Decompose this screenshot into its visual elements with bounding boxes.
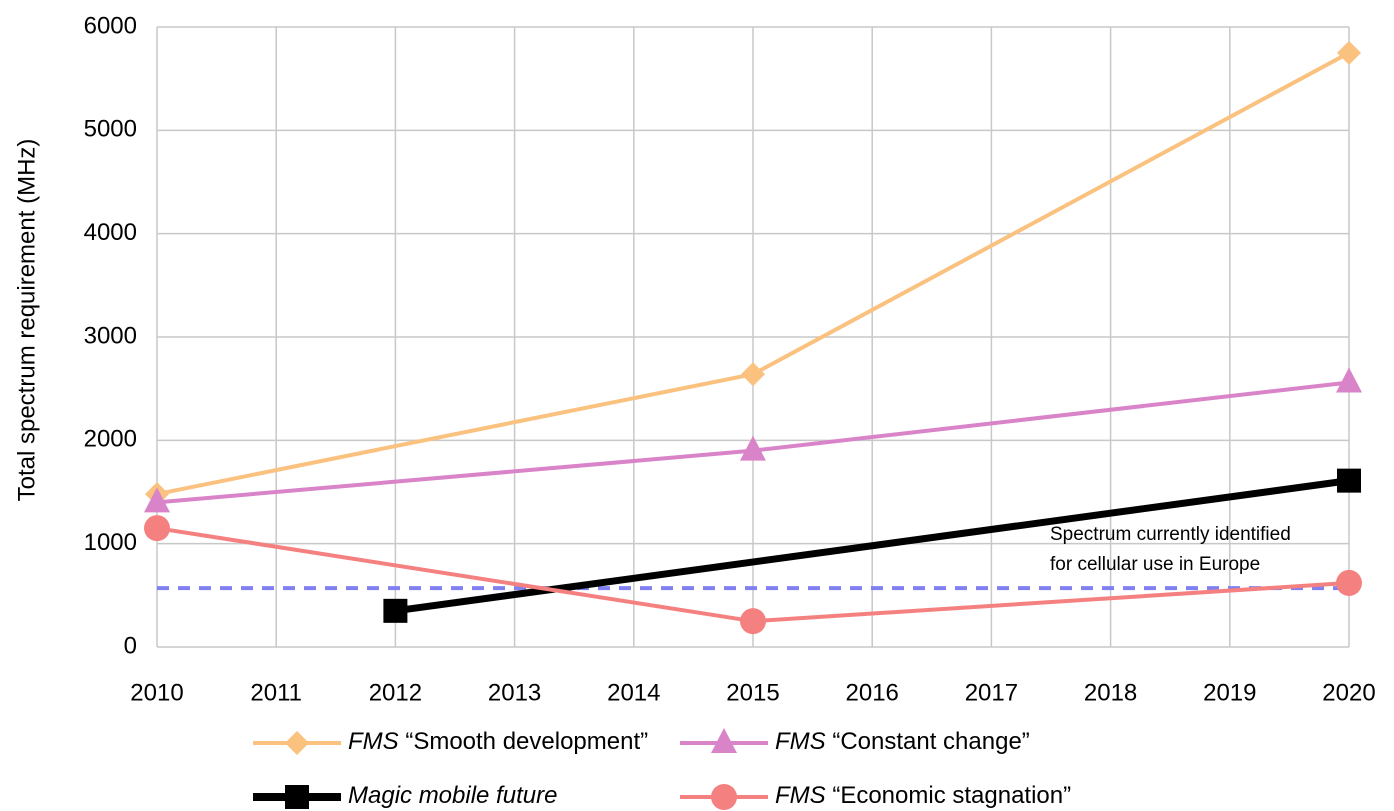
x-tick-label: 2011 (250, 679, 302, 706)
legend-label-part: “Smooth development” (405, 728, 648, 755)
x-tick-label: 2015 (726, 679, 779, 706)
legend-label-part: Magic mobile future (348, 782, 557, 809)
legend-label: FMS “Constant change” (775, 728, 1030, 755)
y-tick-label: 0 (124, 632, 137, 659)
marker (144, 487, 170, 513)
marker (740, 435, 766, 461)
marker (740, 608, 766, 635)
x-tick-label: 2014 (607, 679, 660, 706)
marker (741, 362, 765, 387)
legend-item: FMS “Smooth development” (253, 728, 648, 755)
y-tick-label: 5000 (84, 116, 137, 143)
x-tick-label: 2019 (1203, 679, 1256, 706)
x-tick-label: 2010 (130, 679, 183, 706)
marker (144, 515, 170, 542)
legend-label-part: FMS (775, 728, 832, 755)
annotation: Spectrum currently identified (1050, 524, 1291, 545)
annotation: for cellular use in Europe (1050, 554, 1260, 575)
marker (711, 784, 737, 810)
legend-label: Magic mobile future (348, 782, 557, 809)
legend-label: FMS “Economic stagnation” (775, 782, 1071, 809)
marker (1337, 40, 1361, 65)
legend-item: Magic mobile future (253, 782, 557, 809)
y-tick-label: 1000 (84, 529, 137, 556)
y-tick-label: 6000 (84, 12, 137, 39)
legend-label: FMS “Smooth development” (348, 728, 648, 755)
x-tick-label: 2020 (1322, 679, 1375, 706)
x-tick-label: 2012 (369, 679, 422, 706)
marker (1336, 569, 1362, 596)
x-tick-label: 2017 (965, 679, 1018, 706)
x-tick-label: 2016 (846, 679, 899, 706)
y-tick-label: 4000 (84, 219, 137, 246)
legend-label-part: “Economic stagnation” (832, 782, 1071, 809)
marker (285, 731, 309, 755)
legend-label-part: “Constant change” (832, 728, 1029, 755)
x-tick-label: 2013 (488, 679, 541, 706)
marker (1336, 367, 1362, 393)
legend-label-part: FMS (775, 782, 832, 809)
y-axis-label: Total spectrum requirement (MHz) (13, 139, 40, 502)
legend-item: FMS “Constant change” (680, 728, 1030, 755)
marker (1337, 468, 1361, 493)
legend-item: FMS “Economic stagnation” (680, 782, 1071, 810)
x-tick-label: 2018 (1084, 679, 1137, 706)
marker (285, 785, 309, 809)
y-tick-label: 3000 (84, 322, 137, 349)
legend-label-part: FMS (348, 728, 405, 755)
marker (383, 598, 408, 623)
marker (711, 728, 737, 753)
y-tick-label: 2000 (84, 426, 137, 453)
